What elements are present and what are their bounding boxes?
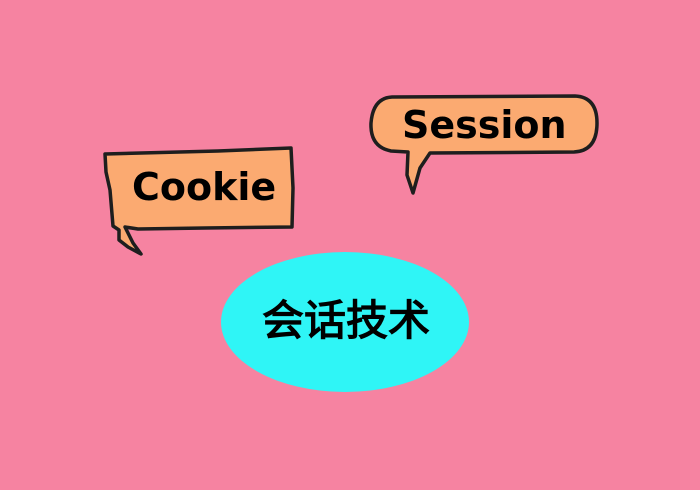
session-speech-bubble: [369, 94, 599, 195]
session-label: Session: [402, 103, 567, 147]
topic-label: 会话技术: [261, 296, 430, 345]
topic-ellipse: [221, 252, 469, 392]
cookie-speech-bubble: [103, 146, 295, 256]
cookie-label: Cookie: [132, 165, 277, 209]
